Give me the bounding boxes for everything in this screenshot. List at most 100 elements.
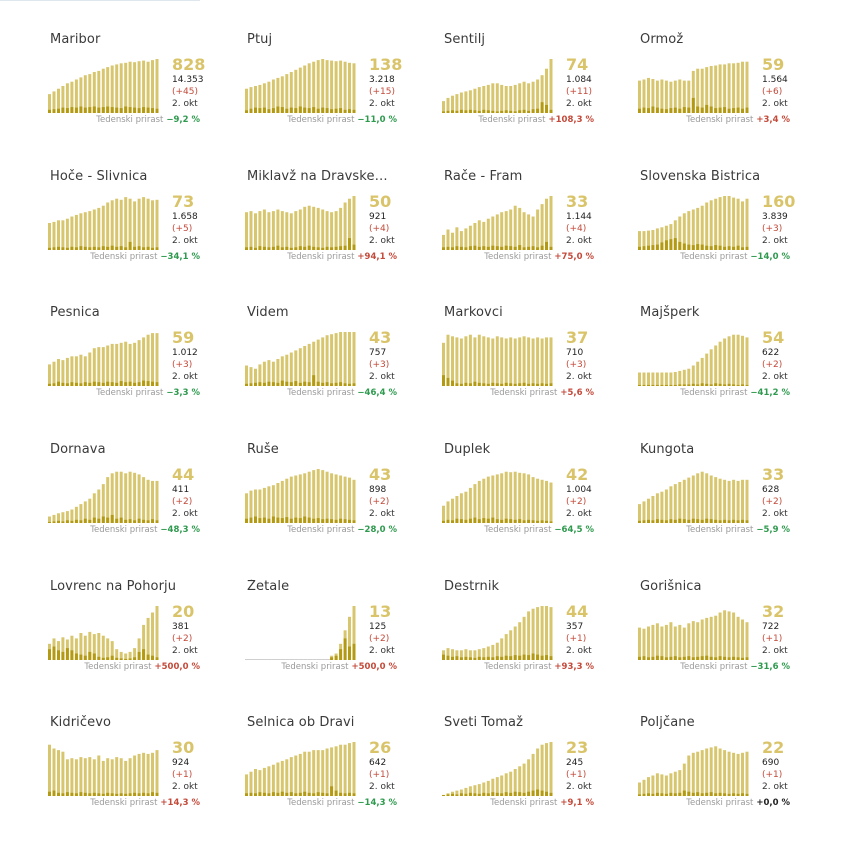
daily-bar [155, 520, 159, 523]
active-bar [669, 486, 673, 523]
daily-bar [88, 382, 92, 386]
daily-bar [682, 790, 686, 796]
active-bar [294, 350, 298, 386]
daily-bar [691, 518, 695, 523]
municipality-card[interactable]: Dornava 44 411 (+2) 2. okt Tedenski prirast −4… [48, 442, 238, 574]
municipality-card[interactable]: Duplek 42 1.004 (+2) 2. okt Tedenski prirast −… [442, 442, 632, 574]
municipality-card[interactable]: Maribor 828 14.353 (+45) 2. okt Tedenski prir… [48, 32, 238, 164]
active-bar [468, 90, 472, 113]
daily-bar [705, 792, 709, 796]
baseline-segment [276, 659, 281, 660]
daily-bar [155, 657, 159, 660]
weekly-growth-label: Tedenski prirast [490, 388, 558, 398]
municipality-card[interactable]: Hoče - Slivnica 73 1.658 (+5) 2. okt Tedenski… [48, 169, 238, 301]
daily-bar [307, 792, 311, 796]
weekly-growth: Tedenski prirast +3,4 % [686, 115, 790, 125]
municipality-card[interactable]: Kidričevo 30 924 (+1) 2. okt Tedenski prirast… [48, 715, 238, 847]
active-bar [651, 775, 655, 796]
active-bar [142, 60, 146, 113]
active-bar [696, 473, 700, 523]
daily-bar [321, 519, 325, 523]
municipality-card[interactable]: Ormož 59 1.564 (+6) 2. okt Tedenski prirast +3… [638, 32, 828, 164]
active-bar [303, 206, 307, 250]
daily-bar [258, 792, 262, 796]
active-bar [348, 743, 351, 796]
active-cases-value: 42 [566, 465, 589, 484]
active-bar [271, 79, 275, 113]
daily-bar [660, 242, 664, 250]
municipality-card[interactable]: Ptuj 138 3.218 (+15) 2. okt Tedenski prirast −… [245, 32, 435, 164]
weekly-growth-value: +93,3 % [554, 662, 594, 672]
municipality-card[interactable]: Miklavž na Dravske… 50 921 (+4) 2. okt Tedens… [245, 169, 435, 301]
municipality-card[interactable]: Žetale 13 125 (+2) 2. okt Tedenski prirast +50… [245, 579, 435, 711]
daily-bar [110, 382, 114, 386]
daily-bar [312, 107, 316, 113]
active-bar [504, 86, 508, 113]
municipality-card[interactable]: Rače - Fram 33 1.144 (+4) 2. okt Tedenski pri… [442, 169, 632, 301]
municipality-card[interactable]: Markovci 37 710 (+3) 2. okt Tedenski prirast +… [442, 305, 632, 437]
weekly-growth: Tedenski prirast +75,0 % [484, 252, 594, 262]
active-bar [522, 473, 526, 523]
active-bar [325, 335, 329, 386]
active-cases-chart [638, 61, 749, 113]
active-bar [142, 197, 146, 250]
municipality-card[interactable]: Destrnik 44 357 (+1) 2. okt Tedenski prirast +… [442, 579, 632, 711]
date-label: 2. okt [566, 646, 592, 656]
active-bar [459, 231, 463, 250]
daily-bar [664, 109, 668, 113]
municipality-card[interactable]: Šentilj 74 1.084 (+11) 2. okt Tedenski priras… [442, 32, 632, 164]
daily-bar [477, 246, 481, 250]
daily-bar [491, 245, 495, 250]
daily-bar [473, 381, 477, 386]
active-cases-chart [245, 606, 356, 660]
active-bar [642, 779, 646, 796]
daily-bar [513, 655, 517, 660]
active-bar [669, 372, 673, 386]
active-bar [678, 482, 682, 523]
active-bar [732, 334, 736, 386]
baseline-segment [262, 659, 268, 660]
daily-bar [146, 246, 150, 250]
daily-bar [651, 793, 655, 796]
active-bar [509, 771, 513, 796]
active-bar [106, 758, 110, 796]
active-bar [285, 354, 289, 386]
active-bar [531, 81, 535, 113]
municipality-card[interactable]: Gorišnica 32 722 (+1) 2. okt Tedenski prirast… [638, 579, 828, 711]
municipality-card[interactable]: Ruše 43 898 (+2) 2. okt Tedenski prirast −28,0… [245, 442, 435, 574]
date-label: 2. okt [566, 782, 592, 792]
daily-bar [705, 383, 709, 386]
daily-increase-value: (+1) [566, 770, 587, 780]
municipality-card[interactable]: Pesnica 59 1.012 (+3) 2. okt Tedenski prirast… [48, 305, 238, 437]
daily-bar [348, 519, 351, 523]
active-bar [151, 480, 154, 523]
daily-bar [500, 656, 504, 660]
daily-bar [307, 245, 311, 250]
active-bar [531, 753, 535, 796]
municipality-card[interactable]: Slovenska Bistrica 160 3.839 (+3) 2. okt Tede… [638, 169, 828, 301]
municipality-card[interactable]: Videm 43 757 (+3) 2. okt Tedenski prirast −46,… [245, 305, 435, 437]
municipality-card[interactable]: Poljčane 22 690 (+1) 2. okt Tedenski prirast +… [638, 715, 828, 847]
municipality-card[interactable]: Selnica ob Dravi 26 642 (+1) 2. okt Tedenski … [245, 715, 435, 847]
municipality-card[interactable]: Sveti Tomaž 23 245 (+1) 2. okt Tedenski prira… [442, 715, 632, 847]
daily-bar [638, 794, 641, 796]
baseline-segment [285, 659, 290, 660]
daily-bar [647, 245, 650, 250]
active-bar [513, 471, 517, 523]
daily-bar [709, 792, 713, 796]
daily-bar [509, 110, 513, 113]
daily-bar [691, 792, 695, 796]
daily-bar [65, 792, 69, 796]
active-bar [254, 86, 257, 113]
daily-bar [673, 107, 677, 113]
active-bar [83, 635, 87, 660]
municipality-card[interactable]: Kungota 33 628 (+2) 2. okt Tedenski prirast −5… [638, 442, 828, 574]
daily-bar [504, 110, 508, 113]
active-bar [61, 220, 65, 250]
municipality-card[interactable]: Majšperk 54 622 (+2) 2. okt Tedenski prirast −… [638, 305, 828, 437]
active-bar [254, 213, 257, 250]
active-bar [276, 77, 280, 113]
active-bar [289, 476, 293, 523]
municipality-card[interactable]: Lovrenc na Pohorju 20 381 (+2) 2. okt Tedensk… [48, 579, 238, 711]
daily-bar [97, 382, 101, 386]
